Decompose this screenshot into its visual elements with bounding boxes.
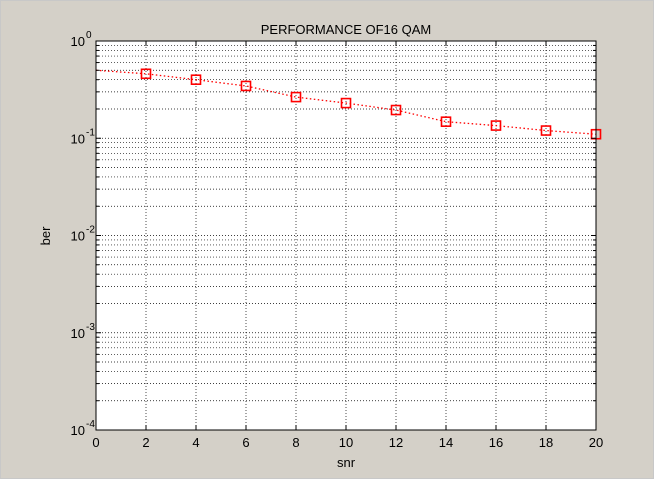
y-tick-label-exponent: -4 <box>86 419 95 430</box>
x-tick-labels: 0 2 4 6 8 10 12 14 16 18 20 <box>92 435 603 450</box>
data-point-marker <box>490 120 502 131</box>
y-tick-label: 10 <box>71 34 85 49</box>
data-point-marker <box>190 74 202 85</box>
data-point-marker <box>440 116 452 127</box>
y-tick-label: 10 <box>71 423 85 438</box>
y-tick-label: 10 <box>71 326 85 341</box>
data-point-marker <box>290 91 302 103</box>
x-tick-label: 18 <box>539 435 553 450</box>
x-tick-label: 8 <box>292 435 299 450</box>
y-tick-label-exponent: -2 <box>86 225 95 236</box>
x-tick-label: 2 <box>142 435 149 450</box>
y-axis-label: ber <box>38 226 53 245</box>
data-point-marker <box>240 80 252 92</box>
y-tick-label: 10 <box>71 131 85 146</box>
y-tick-label-exponent: 0 <box>86 30 92 41</box>
x-tick-label: 6 <box>242 435 249 450</box>
y-tick-label-exponent: -1 <box>86 127 95 138</box>
series-line <box>95 69 597 135</box>
x-tick-label: 4 <box>192 435 199 450</box>
tick-marks <box>95 41 597 431</box>
data-point-marker <box>340 97 352 109</box>
series-layer <box>95 68 602 140</box>
data-point-marker <box>540 125 552 136</box>
x-tick-label: 20 <box>589 435 603 450</box>
x-tick-label: 10 <box>339 435 353 450</box>
chart-title: PERFORMANCE OF16 QAM <box>261 22 431 37</box>
data-point-marker <box>390 104 402 116</box>
y-tick-label: 10 <box>71 229 85 244</box>
y-tick-label-base: 10 <box>71 326 85 341</box>
x-tick-label: 16 <box>489 435 503 450</box>
x-axis-label: snr <box>337 455 356 470</box>
x-tick-label: 0 <box>92 435 99 450</box>
x-tick-label: 14 <box>439 435 453 450</box>
y-tick-label-base: 10 <box>71 34 85 49</box>
data-point-marker <box>140 68 152 80</box>
y-tick-label-base: 10 <box>71 229 85 244</box>
x-tick-label: 12 <box>389 435 403 450</box>
y-tick-label-base: 10 <box>71 131 85 146</box>
y-tick-label-exponent: -3 <box>86 322 95 333</box>
y-tick-label-base: 10 <box>71 423 85 438</box>
